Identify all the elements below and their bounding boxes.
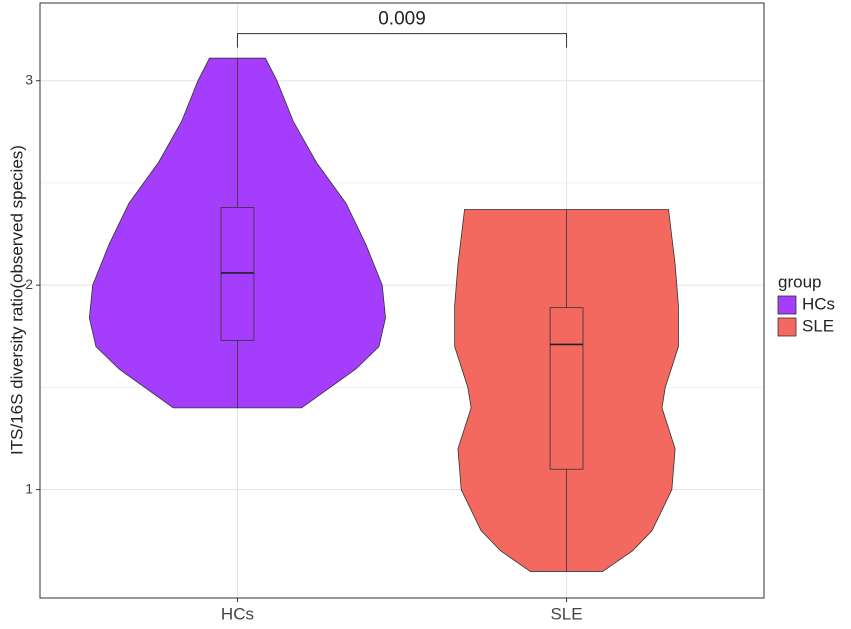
y-tick-label: 3	[25, 71, 33, 87]
annotation: 0.009	[378, 9, 426, 30]
y-tick-label: 2	[25, 276, 33, 292]
box	[549, 307, 584, 470]
legend-title: group	[778, 272, 821, 291]
legend-key	[777, 295, 797, 315]
panel-border	[39, 2, 765, 599]
legend-label: HCs	[802, 294, 835, 313]
x-tick-label: SLE	[550, 604, 582, 623]
x-tick-label: HCs	[221, 604, 254, 623]
legend-key	[777, 317, 797, 337]
y-axis-label: ITS/16S diversity ratio(observed species…	[7, 145, 26, 455]
y-tick-label: 1	[25, 480, 33, 496]
box	[220, 207, 255, 341]
legend-label: SLE	[802, 316, 834, 335]
significance-bracket	[236, 33, 568, 48]
